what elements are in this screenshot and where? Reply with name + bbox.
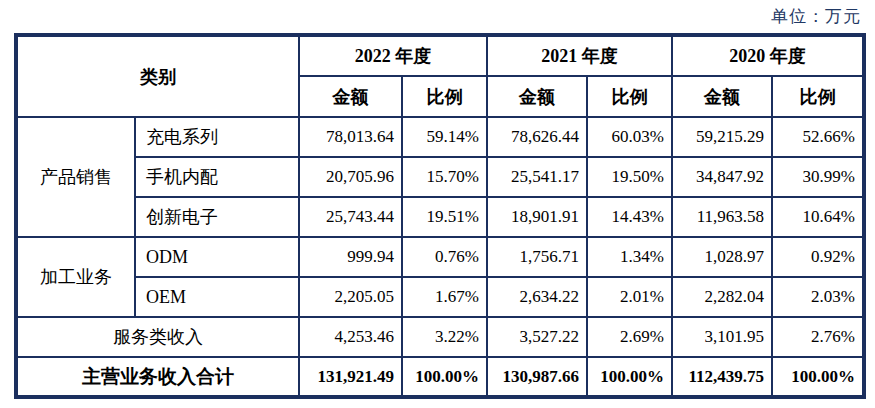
ratio-cell: 14.43% (587, 197, 672, 237)
ratio-cell: 2.03% (772, 277, 864, 317)
year-header-2022: 2022 年度 (299, 35, 487, 76)
ratio-cell: 2.01% (587, 277, 672, 317)
table-row-total: 主营业务收入合计 131,921.49 100.00% 130,987.66 1… (16, 357, 864, 397)
group-name-processing: 加工业务 (16, 237, 135, 317)
amount-cell: 25,541.17 (487, 157, 587, 197)
ratio-cell: 0.76% (402, 237, 487, 277)
table-row-oem: OEM 2,205.05 1.67% 2,634.22 2.01% 2,282.… (16, 277, 864, 317)
total-amount-cell: 131,921.49 (299, 357, 402, 397)
ratio-cell: 59.14% (402, 117, 487, 157)
unit-label: 单位：万元 (771, 5, 861, 28)
year-header-2020: 2020 年度 (672, 35, 864, 76)
total-ratio-cell: 100.00% (772, 357, 864, 397)
category-header-cell: 类别 (16, 35, 299, 117)
amount-cell: 3,101.95 (672, 317, 772, 357)
total-amount-cell: 112,439.75 (672, 357, 772, 397)
total-amount-cell: 130,987.66 (487, 357, 587, 397)
amount-cell: 78,626.44 (487, 117, 587, 157)
page: 单位：万元 类别 2022 年度 2021 年度 2020 年度 金额 比例 金… (0, 0, 875, 408)
amount-cell: 11,963.58 (672, 197, 772, 237)
ratio-cell: 52.66% (772, 117, 864, 157)
table-row-service-income: 服务类收入 4,253.46 3.22% 3,527.22 2.69% 3,10… (16, 317, 864, 357)
ratio-cell: 19.50% (587, 157, 672, 197)
amount-cell: 3,527.22 (487, 317, 587, 357)
ratio-cell: 0.92% (772, 237, 864, 277)
row-label: 创新电子 (135, 197, 299, 237)
ratio-cell: 60.03% (587, 117, 672, 157)
amount-cell: 2,282.04 (672, 277, 772, 317)
table-row-odm: 加工业务 ODM 999.94 0.76% 1,756.71 1.34% 1,0… (16, 237, 864, 277)
service-row-label: 服务类收入 (16, 317, 299, 357)
row-label: 手机内配 (135, 157, 299, 197)
ratio-cell: 15.70% (402, 157, 487, 197)
amount-cell: 25,743.44 (299, 197, 402, 237)
total-ratio-cell: 100.00% (587, 357, 672, 397)
ratio-cell: 3.22% (402, 317, 487, 357)
ratio-cell: 1.34% (587, 237, 672, 277)
ratio-cell: 1.67% (402, 277, 487, 317)
row-label: OEM (135, 277, 299, 317)
amount-cell: 78,013.64 (299, 117, 402, 157)
amount-header-2022: 金额 (299, 76, 402, 117)
ratio-cell: 2.69% (587, 317, 672, 357)
total-row-label: 主营业务收入合计 (16, 357, 299, 397)
total-ratio-cell: 100.00% (402, 357, 487, 397)
ratio-cell: 30.99% (772, 157, 864, 197)
ratio-cell: 19.51% (402, 197, 487, 237)
header-row-years: 类别 2022 年度 2021 年度 2020 年度 (16, 35, 864, 76)
amount-cell: 1,028.97 (672, 237, 772, 277)
amount-cell: 999.94 (299, 237, 402, 277)
ratio-header-2020: 比例 (772, 76, 864, 117)
amount-header-2021: 金额 (487, 76, 587, 117)
amount-cell: 4,253.46 (299, 317, 402, 357)
amount-cell: 2,205.05 (299, 277, 402, 317)
table-row-charging-series: 产品销售 充电系列 78,013.64 59.14% 78,626.44 60.… (16, 117, 864, 157)
ratio-cell: 2.76% (772, 317, 864, 357)
ratio-header-2021: 比例 (587, 76, 672, 117)
table-row-innovative-electronics: 创新电子 25,743.44 19.51% 18,901.91 14.43% 1… (16, 197, 864, 237)
amount-cell: 59,215.29 (672, 117, 772, 157)
amount-header-2020: 金额 (672, 76, 772, 117)
table-row-phone-accessories: 手机内配 20,705.96 15.70% 25,541.17 19.50% 3… (16, 157, 864, 197)
year-header-2021: 2021 年度 (487, 35, 672, 76)
ratio-cell: 10.64% (772, 197, 864, 237)
amount-cell: 1,756.71 (487, 237, 587, 277)
amount-cell: 18,901.91 (487, 197, 587, 237)
row-label: ODM (135, 237, 299, 277)
amount-cell: 20,705.96 (299, 157, 402, 197)
amount-cell: 34,847.92 (672, 157, 772, 197)
row-label: 充电系列 (135, 117, 299, 157)
revenue-breakdown-table: 类别 2022 年度 2021 年度 2020 年度 金额 比例 金额 比例 金… (14, 33, 866, 399)
amount-cell: 2,634.22 (487, 277, 587, 317)
ratio-header-2022: 比例 (402, 76, 487, 117)
group-name-product-sales: 产品销售 (16, 117, 135, 237)
